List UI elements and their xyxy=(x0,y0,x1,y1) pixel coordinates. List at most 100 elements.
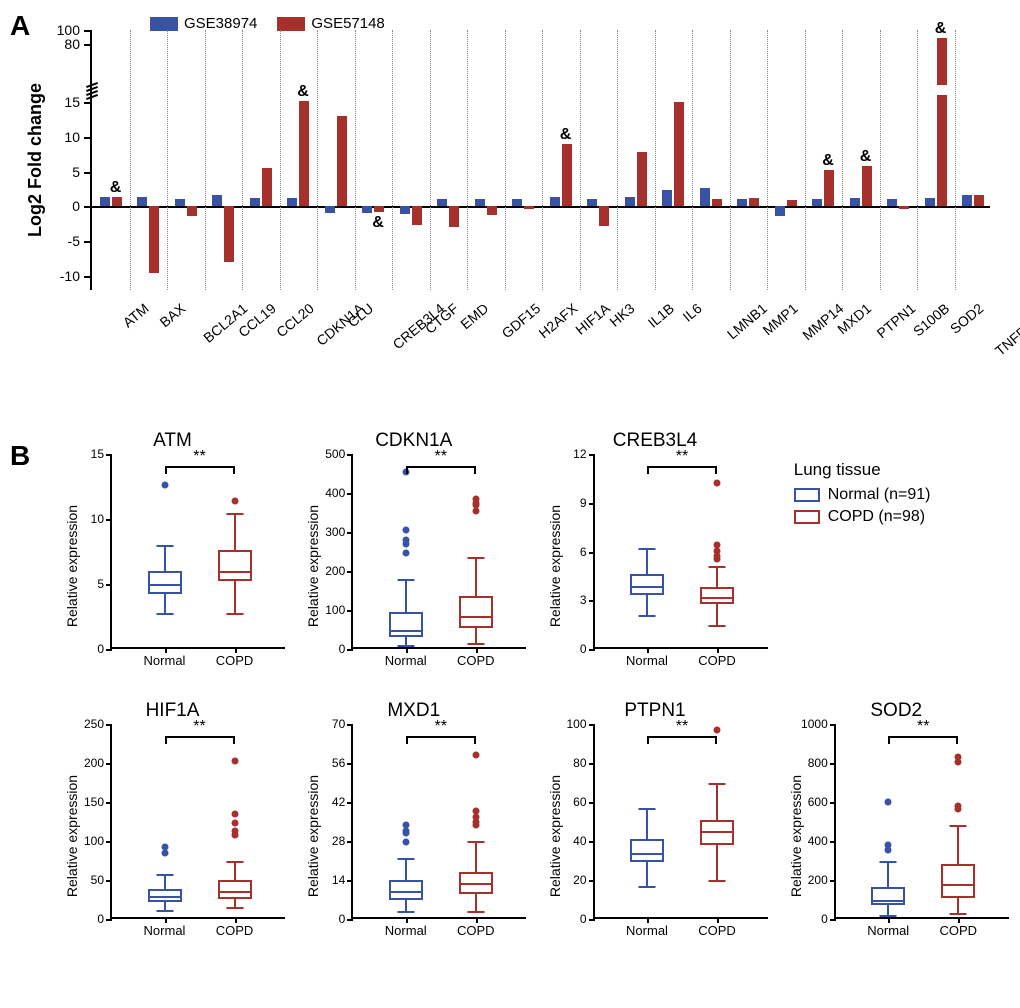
ytick-label: 80 xyxy=(64,36,80,52)
ytick-label: 100 xyxy=(84,834,104,848)
gene-label: MMP1 xyxy=(760,300,801,338)
bar xyxy=(662,190,672,206)
amp-marker: & xyxy=(935,20,947,38)
ytick-label: 800 xyxy=(808,756,828,770)
xtick-label: COPD xyxy=(698,653,736,668)
bar xyxy=(224,206,234,262)
gene-label: EMD xyxy=(458,300,492,332)
boxplot-plot: 051015NormalCOPD** xyxy=(110,454,285,649)
legend-item: Normal (n=91) xyxy=(794,486,1010,504)
ytick-label: 0 xyxy=(339,912,346,926)
bar xyxy=(937,95,947,206)
ytick-label: 200 xyxy=(808,873,828,887)
bar xyxy=(337,116,347,207)
ytick-label: 70 xyxy=(332,717,345,731)
ytick-label: 3 xyxy=(580,593,587,607)
xtick-label: Normal xyxy=(867,923,909,938)
ytick-label: -5 xyxy=(68,233,80,249)
bar xyxy=(625,197,635,206)
ytick-label: 40 xyxy=(573,834,586,848)
gene-label: S100B xyxy=(910,300,952,339)
ytick-label: 56 xyxy=(332,756,345,770)
panel-b-grid: ATMRelative expression051015NormalCOPD**… xyxy=(60,430,1010,955)
boxplot-ylabel: Relative expression xyxy=(64,774,80,896)
outlier xyxy=(955,802,962,809)
ytick-label: 200 xyxy=(325,564,345,578)
boxplot-plot: 020406080100NormalCOPD** xyxy=(593,724,768,919)
box xyxy=(871,724,905,919)
ytick-label: 60 xyxy=(573,795,586,809)
bar xyxy=(475,199,485,206)
bar xyxy=(862,166,872,206)
boxplot: MXD1Relative expression01428425670Normal… xyxy=(301,700,526,955)
panel-b-legend: Lung tissueNormal (n=91)COPD (n=98) xyxy=(784,430,1010,685)
amp-marker: & xyxy=(822,152,834,170)
ytick-label: 0 xyxy=(97,642,104,656)
ytick-label: 15 xyxy=(64,94,80,110)
bar xyxy=(449,206,459,226)
ytick-label: 15 xyxy=(91,447,104,461)
ytick-label: 100 xyxy=(566,717,586,731)
legend-label: Normal (n=91) xyxy=(828,486,931,504)
bar xyxy=(400,206,410,214)
bar xyxy=(962,195,972,206)
outlier xyxy=(231,758,238,765)
legend-item: COPD (n=98) xyxy=(794,508,1010,526)
panel-a-plot: 80100 -10-5051015 &&&&&&& xyxy=(90,30,990,290)
ytick-label: 1000 xyxy=(801,717,828,731)
box xyxy=(459,454,493,649)
outlier xyxy=(231,820,238,827)
xtick-label: COPD xyxy=(216,923,254,938)
bar xyxy=(487,206,497,215)
bar xyxy=(524,206,534,209)
sig-label: ** xyxy=(193,448,205,466)
outlier xyxy=(231,498,238,505)
bar xyxy=(587,199,597,207)
bar xyxy=(737,199,747,207)
legend-swatch xyxy=(794,488,820,502)
boxplot: PTPN1Relative expression020406080100Norm… xyxy=(543,700,768,955)
amp-marker: & xyxy=(297,83,309,101)
bar xyxy=(137,197,147,206)
outlier xyxy=(161,850,168,857)
panel-a-label: A xyxy=(10,10,30,42)
bar xyxy=(112,197,122,206)
boxplot-ylabel: Relative expression xyxy=(788,774,804,896)
ytick-label: 12 xyxy=(573,447,586,461)
ytick-label: 5 xyxy=(97,577,104,591)
outlier xyxy=(402,822,409,829)
gene-label: IL6 xyxy=(680,300,705,325)
bar xyxy=(775,206,785,216)
outlier xyxy=(955,754,962,761)
outlier xyxy=(714,726,721,733)
bar xyxy=(299,101,309,207)
bar xyxy=(362,206,372,212)
bar xyxy=(149,206,159,272)
xtick-label: Normal xyxy=(144,653,186,668)
bar xyxy=(599,206,609,226)
boxplot-ylabel: Relative expression xyxy=(305,774,321,896)
xtick-label: Normal xyxy=(385,653,427,668)
sig-label: ** xyxy=(917,718,929,736)
boxplot-plot: 050100150200250NormalCOPD** xyxy=(110,724,285,919)
boxplot-ylabel: Relative expression xyxy=(547,504,563,626)
gene-label: PTPN1 xyxy=(873,300,918,341)
legend-swatch xyxy=(150,17,178,31)
ytick-label: 0 xyxy=(821,912,828,926)
ytick-label: 14 xyxy=(332,873,345,887)
ytick-label: 600 xyxy=(808,795,828,809)
sig-label: ** xyxy=(435,718,447,736)
bar xyxy=(212,195,222,206)
xtick-label: Normal xyxy=(626,653,668,668)
xtick-label: COPD xyxy=(457,923,495,938)
ytick-label: 0 xyxy=(97,912,104,926)
bar xyxy=(899,206,909,209)
bar xyxy=(550,197,560,206)
panel-a: A Log2 Fold change GSE38974GSE57148 8010… xyxy=(10,10,1010,410)
amp-marker: & xyxy=(860,148,872,166)
xtick-label: Normal xyxy=(385,923,427,938)
xtick-label: Normal xyxy=(144,923,186,938)
legend-swatch xyxy=(277,17,305,31)
outlier xyxy=(714,479,721,486)
ytick-label: 400 xyxy=(808,834,828,848)
